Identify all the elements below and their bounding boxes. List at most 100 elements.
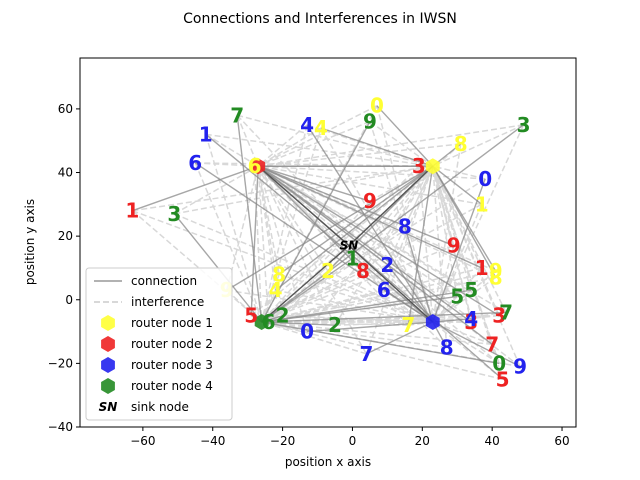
legend-items: connection interference router node 1 route… [94, 274, 213, 414]
legend-label: router node 1 [131, 316, 213, 330]
legend-box [85, 267, 233, 421]
sensor-node-label: 6 [248, 154, 262, 178]
connection-line [261, 311, 507, 323]
legend-item: interference [94, 295, 204, 309]
legend: connection interference router node 1 route… [85, 267, 233, 421]
legend-item: router node 3 [101, 357, 213, 373]
sensor-node-label: 7 [485, 332, 499, 356]
connection-line [306, 124, 434, 323]
interference-line [261, 270, 496, 323]
interference-line [261, 267, 482, 323]
legend-item: router node 2 [101, 336, 213, 352]
sensor-node-label: 8 [356, 259, 370, 283]
sensor-node-label: 4 [314, 116, 328, 140]
interference-line [432, 166, 448, 348]
x-tick-label: 0 [349, 434, 357, 448]
x-tick-label: 40 [485, 434, 500, 448]
x-axis-label: position x axis [285, 455, 371, 469]
legend-label: interference [131, 295, 204, 309]
connection-line [306, 321, 433, 333]
connection-line [261, 257, 353, 323]
sensor-node-label: 2 [380, 253, 394, 277]
sensor-node-label: 3 [517, 113, 531, 137]
sensor-node-label: 2 [276, 304, 290, 328]
legend-item: router node 4 [101, 378, 213, 394]
legend-label: sink node [131, 400, 189, 414]
interference-line [257, 165, 368, 355]
connection-line [261, 121, 371, 323]
interference-line [258, 165, 482, 206]
sensor-node-label: 5 [244, 304, 258, 328]
interference-line [432, 124, 524, 167]
interference-line [205, 133, 259, 167]
sensor-node-label: 3 [492, 304, 506, 328]
interference-line [257, 165, 507, 314]
interference-line [386, 165, 434, 266]
sensor-node-label: 4 [464, 307, 478, 331]
connection-line [132, 165, 259, 212]
legend-item: SN sink node [99, 400, 189, 414]
sensor-node-label: 1 [345, 246, 359, 270]
router-sink-line [348, 245, 434, 323]
router-sink-line [257, 165, 350, 247]
sensor-node-label: 1 [125, 199, 139, 223]
connection-line [404, 226, 434, 323]
sensor-node-label: 2 [321, 259, 335, 283]
sensor-node-label: 9 [513, 355, 527, 379]
router-sink-line [261, 245, 350, 323]
sink-node-label: SN [340, 239, 359, 253]
interference-line [257, 165, 500, 364]
sensor-node-label: 4 [300, 113, 314, 137]
y-axis-ticks: −40 −20 0 20 40 60 [48, 102, 80, 434]
interference-line [432, 165, 521, 367]
x-tick-label: 60 [554, 434, 569, 448]
y-tick-label: 40 [58, 166, 73, 180]
interference-line [432, 165, 472, 291]
sensor-node-label: 8 [454, 132, 468, 156]
y-axis-label: position y axis [23, 199, 37, 285]
connection-line [261, 124, 525, 323]
connection-line [250, 166, 259, 316]
interference-line [257, 165, 472, 291]
connection-line [261, 289, 472, 323]
interference-line [432, 166, 458, 297]
plot-area: 6048184279891939185337514608264078979331… [79, 57, 577, 428]
sensor-node-label: 0 [300, 320, 314, 344]
edges-layer [131, 105, 525, 381]
sensor-node-label: 1 [199, 122, 213, 146]
sensor-node-label: 5 [450, 285, 464, 309]
interference-line [369, 121, 434, 167]
sensor-node-label: 3 [167, 202, 181, 226]
sensor-node-label: 3 [464, 310, 478, 334]
x-tick-label: −20 [270, 434, 295, 448]
legend-label: router node 4 [131, 379, 213, 393]
interference-line [261, 244, 455, 323]
interference-line [257, 165, 409, 326]
interference-line [261, 289, 385, 323]
interference-line [257, 165, 329, 272]
connection-line [261, 321, 500, 365]
interference-line [365, 165, 434, 355]
sensor-node-label: 4 [269, 278, 283, 302]
connection-line [278, 165, 434, 275]
connection-line [257, 165, 500, 317]
router-sink-line [348, 165, 434, 247]
interference-line [432, 321, 504, 380]
interference-line [432, 311, 507, 323]
sensor-node-label: 9 [363, 189, 377, 213]
interference-line [236, 114, 433, 167]
sensor-node-label: 1 [475, 256, 489, 280]
connection-line [383, 289, 434, 323]
connection-line [275, 165, 434, 291]
router-node-3 [425, 314, 440, 330]
y-tick-label: 60 [58, 102, 73, 116]
interference-line [174, 165, 433, 215]
sensor-node-label: 8 [489, 265, 503, 289]
sensor-node-label: 5 [464, 278, 478, 302]
legend-swatch-router [101, 315, 115, 331]
interference-line [260, 105, 378, 323]
interference-line [261, 321, 503, 381]
sensor-node-label: 0 [478, 167, 492, 191]
interference-line [432, 165, 500, 364]
sensor-node-label: 6 [188, 151, 202, 175]
